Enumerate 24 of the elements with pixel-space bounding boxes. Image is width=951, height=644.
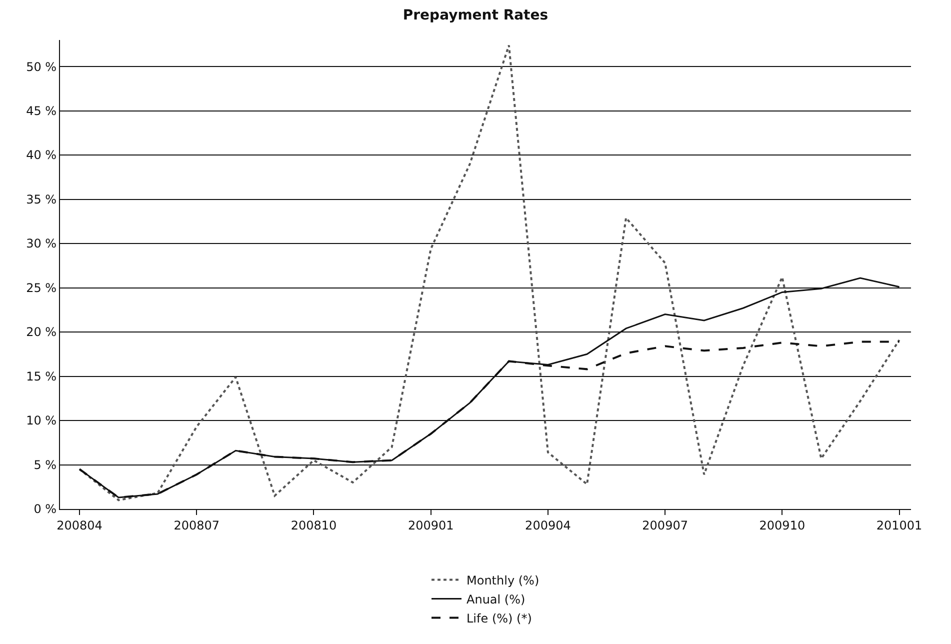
y-tick-label: 15 % bbox=[26, 369, 57, 384]
y-tick-label: 5 % bbox=[34, 458, 57, 472]
x-tick-label: 200904 bbox=[525, 518, 571, 532]
x-tick-label: 201001 bbox=[876, 518, 922, 532]
x-tick-label: 200807 bbox=[174, 518, 220, 532]
legend-label: Monthly (%) bbox=[466, 573, 540, 588]
y-tick-label: 45 % bbox=[26, 104, 57, 118]
x-tick-label: 200910 bbox=[759, 518, 806, 532]
chart-title: Prepayment Rates bbox=[402, 7, 548, 24]
x-tick-label: 200804 bbox=[56, 518, 102, 532]
y-tick-label: 50 % bbox=[26, 60, 57, 74]
x-tick-label: 200907 bbox=[642, 518, 688, 532]
y-tick-label: 40 % bbox=[26, 148, 57, 162]
y-tick-label: 20 % bbox=[26, 325, 57, 340]
x-tick-label: 200810 bbox=[290, 518, 337, 532]
legend-label: Anual (%) bbox=[466, 592, 526, 606]
y-tick-label: 0 % bbox=[34, 502, 57, 516]
line-series bbox=[78, 44, 900, 502]
y-tick-label: 35 % bbox=[26, 192, 57, 206]
y-tick-label: 30 % bbox=[26, 236, 57, 251]
x-tick-label: 200901 bbox=[408, 518, 454, 532]
y-tick-label: 10 % bbox=[26, 414, 57, 428]
legend-label: Life (%) (*) bbox=[466, 611, 532, 626]
y-tick-label: 25 % bbox=[26, 280, 57, 295]
